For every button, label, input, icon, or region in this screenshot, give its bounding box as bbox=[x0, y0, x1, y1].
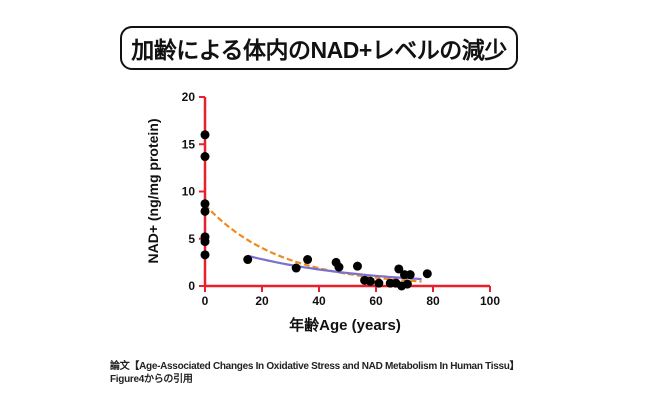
data-point bbox=[334, 262, 344, 272]
data-point bbox=[200, 250, 210, 260]
data-point bbox=[243, 255, 253, 265]
data-point bbox=[394, 264, 404, 274]
data-point bbox=[405, 270, 415, 280]
y-tick-label: 15 bbox=[182, 137, 196, 151]
x-tick-label: 0 bbox=[202, 294, 209, 308]
x-tick-label: 40 bbox=[312, 294, 326, 308]
data-point bbox=[291, 263, 301, 273]
caption-source: 論文【Age-Associated Changes In Oxidative S… bbox=[110, 361, 520, 372]
data-point bbox=[374, 278, 384, 288]
x-axis-label: 年齢Age (years) bbox=[289, 316, 401, 334]
x-tick-label: 60 bbox=[369, 294, 383, 308]
y-tick-label: 0 bbox=[188, 279, 195, 293]
y-tick-label: 5 bbox=[188, 232, 195, 246]
y-tick-label: 10 bbox=[182, 185, 196, 199]
chart-title: 加齢による体内のNAD+レベルの減少 bbox=[120, 26, 518, 70]
data-point bbox=[200, 152, 210, 162]
data-point bbox=[365, 276, 375, 286]
data-point bbox=[200, 237, 210, 247]
x-tick-label: 100 bbox=[480, 294, 500, 308]
caption-figure: Figure4からの引用 bbox=[110, 374, 193, 385]
data-point bbox=[200, 130, 210, 140]
data-point bbox=[402, 279, 412, 289]
data-point bbox=[303, 255, 313, 265]
data-point bbox=[422, 269, 432, 279]
data-point bbox=[352, 261, 362, 271]
data-point bbox=[200, 199, 210, 209]
y-tick-label: 20 bbox=[182, 90, 196, 104]
fit-line-1 bbox=[204, 203, 422, 283]
x-tick-label: 80 bbox=[426, 294, 440, 308]
fit-line-2 bbox=[247, 254, 422, 281]
x-tick-label: 20 bbox=[255, 294, 269, 308]
data-point bbox=[200, 206, 210, 216]
y-axis-label: NAD+ (ng/mg protein) bbox=[145, 118, 161, 263]
